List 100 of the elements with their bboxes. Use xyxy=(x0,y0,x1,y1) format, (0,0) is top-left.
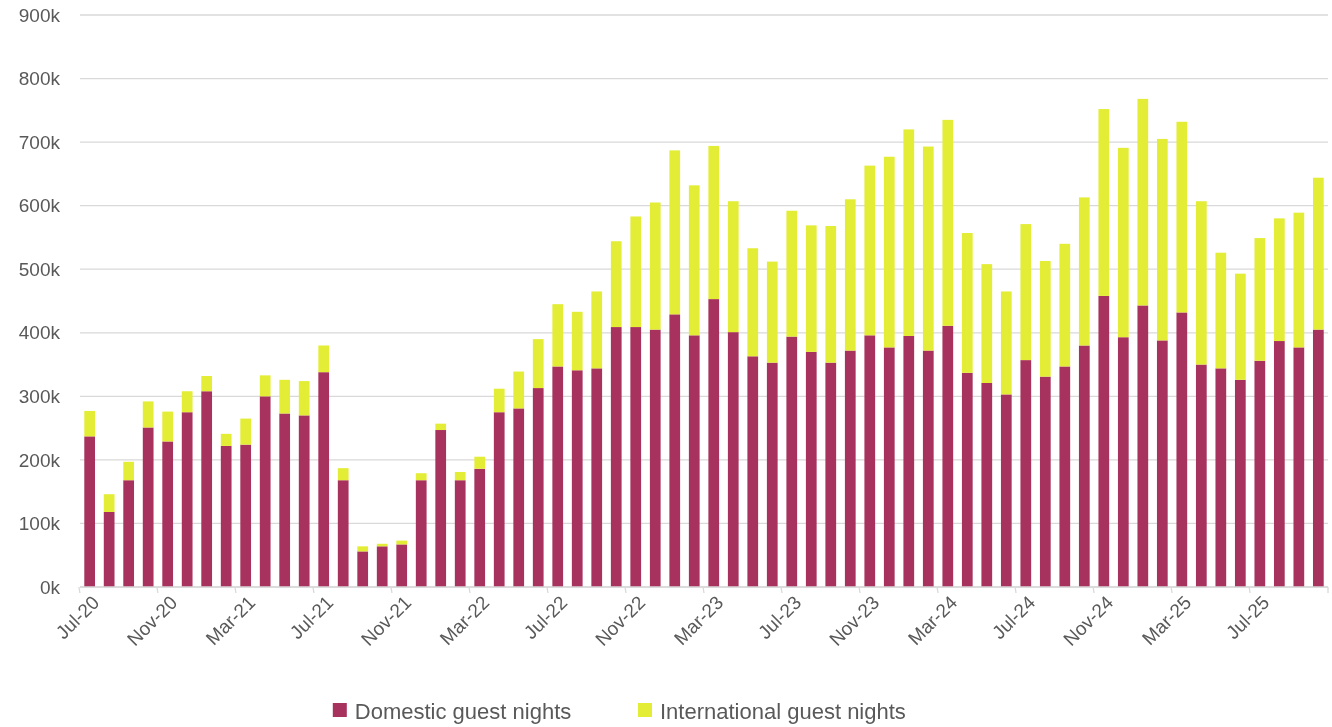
bar xyxy=(220,433,232,446)
bar xyxy=(162,441,174,587)
bar xyxy=(591,291,603,369)
bar xyxy=(786,336,798,587)
bar xyxy=(1273,218,1285,342)
bar xyxy=(318,345,330,373)
bar xyxy=(922,350,934,587)
bar xyxy=(844,350,856,587)
bar xyxy=(298,415,310,587)
bar xyxy=(571,311,583,371)
bar xyxy=(961,372,973,587)
bar xyxy=(532,339,544,389)
bar xyxy=(1195,201,1207,365)
bar xyxy=(493,388,505,413)
bar xyxy=(123,461,135,481)
bar xyxy=(883,347,895,587)
bar xyxy=(903,335,915,587)
bar xyxy=(259,375,271,397)
bar xyxy=(1156,138,1168,341)
bar xyxy=(1215,252,1227,369)
bar xyxy=(142,401,154,428)
bar xyxy=(454,480,466,587)
bar xyxy=(298,381,310,416)
bar xyxy=(649,202,661,330)
bar xyxy=(1137,98,1149,306)
y-tick-label: 0k xyxy=(39,576,61,598)
bar xyxy=(1059,366,1071,587)
bar xyxy=(337,480,349,587)
bar xyxy=(1020,360,1032,587)
bar xyxy=(240,444,252,587)
bar xyxy=(669,150,681,315)
bar xyxy=(1312,177,1324,330)
bar xyxy=(766,362,778,587)
bar xyxy=(552,366,564,587)
bar xyxy=(610,327,622,587)
bar xyxy=(532,388,544,587)
bar xyxy=(513,408,525,587)
bar xyxy=(610,241,622,328)
bar xyxy=(1215,368,1227,587)
bar xyxy=(1117,337,1129,587)
bar xyxy=(103,494,115,512)
bar xyxy=(181,412,193,587)
bar xyxy=(240,418,252,445)
bar xyxy=(1195,364,1207,587)
bar xyxy=(922,146,934,351)
bar xyxy=(649,329,661,587)
bar xyxy=(435,430,447,587)
y-tick-label: 400k xyxy=(18,322,61,344)
bar xyxy=(552,304,564,367)
bar xyxy=(415,473,427,481)
bar xyxy=(708,145,720,300)
bar xyxy=(805,225,817,352)
bar xyxy=(805,351,817,587)
bar xyxy=(825,362,837,587)
bar xyxy=(591,368,603,587)
bar xyxy=(786,210,798,337)
bar xyxy=(1176,121,1188,313)
bar xyxy=(747,248,759,357)
bar xyxy=(1137,305,1149,587)
bar xyxy=(766,261,778,363)
bar xyxy=(1098,295,1110,587)
bar xyxy=(376,546,388,587)
bar xyxy=(1254,360,1266,587)
bar xyxy=(415,480,427,587)
y-tick-label: 800k xyxy=(18,68,61,90)
bar xyxy=(864,335,876,587)
bar xyxy=(474,456,486,469)
bar xyxy=(981,264,993,383)
bar xyxy=(1000,291,1012,395)
bar xyxy=(727,332,739,587)
bar xyxy=(1000,394,1012,587)
bar xyxy=(1078,345,1090,587)
bar xyxy=(337,468,349,481)
bar xyxy=(1234,273,1246,380)
legend-label: International guest nights xyxy=(660,698,906,724)
bar xyxy=(1293,347,1305,587)
bar xyxy=(864,165,876,336)
bar xyxy=(435,423,447,431)
bar xyxy=(571,370,583,587)
bar xyxy=(279,413,291,587)
bar xyxy=(279,379,291,414)
bar xyxy=(1059,243,1071,367)
bar xyxy=(1234,379,1246,587)
bar xyxy=(513,371,525,409)
bar xyxy=(844,199,856,351)
bar xyxy=(669,314,681,587)
bar xyxy=(181,391,193,413)
bar xyxy=(493,412,505,587)
bar xyxy=(142,427,154,587)
bar xyxy=(357,546,369,552)
bar xyxy=(162,411,174,442)
bar xyxy=(474,468,486,587)
bar xyxy=(903,129,915,336)
bar xyxy=(454,471,466,481)
bar xyxy=(1020,224,1032,361)
bar xyxy=(1293,212,1305,348)
y-tick-label: 700k xyxy=(18,131,61,153)
y-tick-label: 600k xyxy=(18,195,61,217)
bar xyxy=(220,445,232,587)
bar xyxy=(961,233,973,373)
